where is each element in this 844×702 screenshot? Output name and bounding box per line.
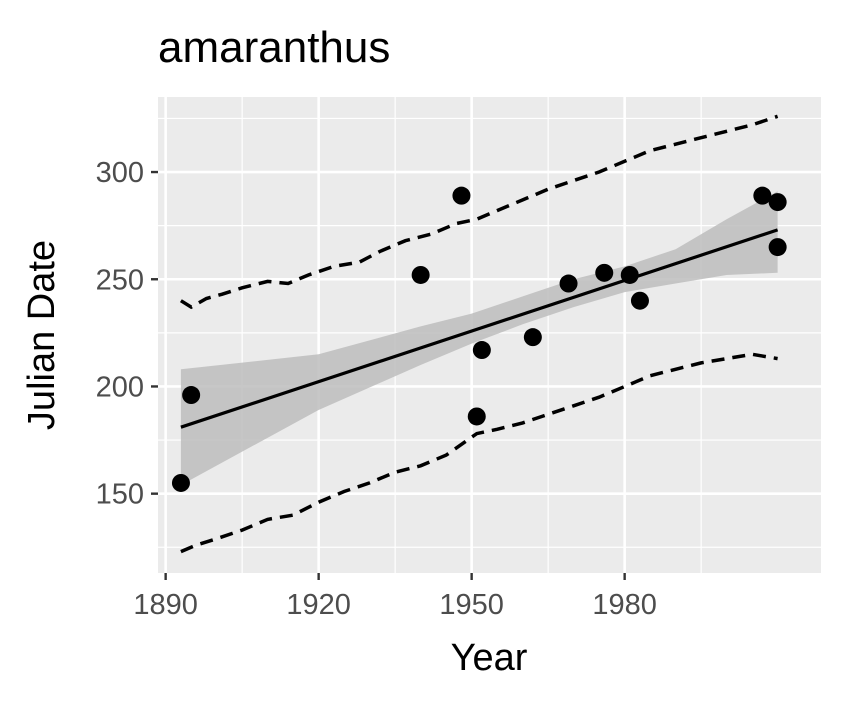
x-tick-label: 1920 [286, 589, 351, 621]
data-point [452, 186, 471, 205]
data-point [182, 386, 201, 405]
data-point [620, 265, 639, 284]
prediction-interval-layer [179, 114, 779, 554]
data-point [595, 263, 614, 282]
prediction-interval-lower [180, 352, 778, 554]
data-point [411, 265, 430, 284]
data-point [630, 291, 649, 310]
data-point [559, 274, 578, 293]
data-point [768, 193, 787, 212]
prediction-interval-upper [179, 114, 779, 310]
fit-line [180, 228, 779, 429]
y-tick-label: 300 [96, 157, 144, 189]
x-axis-title: Year [451, 637, 528, 679]
points-layer [171, 186, 787, 492]
y-tick-label: 150 [96, 479, 144, 511]
x-tick-label: 1890 [133, 589, 198, 621]
y-tick-label: 200 [96, 371, 144, 403]
x-axis: 1890 1920 1950 1980 [133, 573, 657, 621]
data-point [768, 238, 787, 257]
data-point [523, 328, 542, 347]
data-point [472, 341, 491, 360]
y-axis-title: Julian Date [21, 240, 63, 430]
data-point [467, 407, 486, 426]
fit-line-layer [180, 228, 779, 429]
y-axis: 150 200 250 300 [96, 157, 158, 511]
y-tick-label: 250 [96, 264, 144, 296]
grid-major [158, 97, 821, 573]
x-tick-label: 1980 [592, 589, 657, 621]
data-point [171, 473, 190, 492]
chart-title: amaranthus [158, 23, 390, 72]
confidence-band [180, 191, 778, 486]
data-point [753, 186, 772, 205]
confidence-band-layer [180, 191, 778, 486]
x-tick-label: 1950 [439, 589, 504, 621]
